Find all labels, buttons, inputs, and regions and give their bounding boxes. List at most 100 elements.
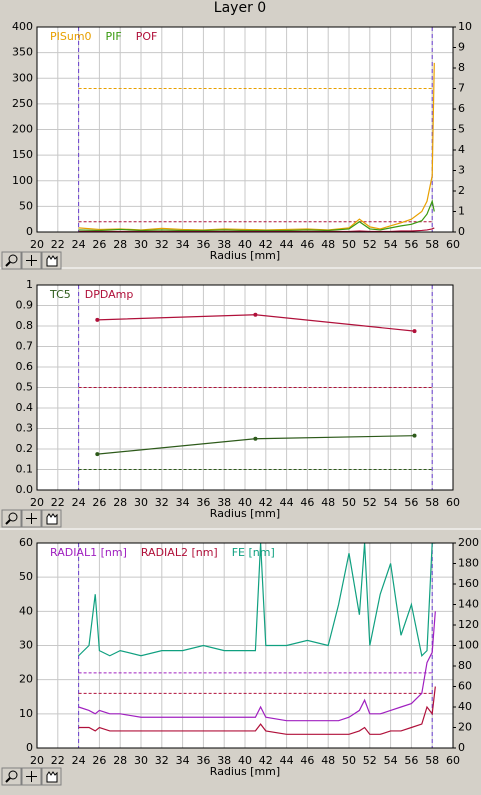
icon bbox=[46, 771, 58, 783]
x-tick-label: 44 bbox=[280, 754, 294, 767]
x-tick-label: 60 bbox=[446, 754, 460, 767]
plot-frame bbox=[36, 26, 454, 233]
x-tick-label: 56 bbox=[404, 238, 418, 251]
x-tick-label: 34 bbox=[176, 754, 190, 767]
page-title: Layer 0 bbox=[214, 0, 266, 16]
pan-cross-button[interactable] bbox=[21, 509, 42, 528]
pan-cross-button[interactable] bbox=[21, 251, 42, 270]
y-tick-label: 0.8 bbox=[16, 319, 34, 332]
zoom-button[interactable] bbox=[1, 509, 22, 528]
x-tick-label: 26 bbox=[92, 754, 106, 767]
y2-tick-label: 3 bbox=[458, 164, 465, 177]
x-tick-label: 28 bbox=[113, 238, 127, 251]
y-tick-label: 0.0 bbox=[16, 483, 34, 496]
legend-entry: FE [nm] bbox=[232, 546, 275, 559]
y-tick-label: 200 bbox=[12, 123, 33, 136]
zoom-button[interactable] bbox=[1, 767, 22, 786]
x-tick-label: 44 bbox=[280, 496, 294, 509]
point bbox=[253, 436, 258, 441]
y-tick-label: 0.5 bbox=[16, 381, 34, 394]
legend-entry: PIF bbox=[106, 30, 122, 43]
y-tick-label: 0.1 bbox=[16, 463, 34, 476]
y2-tick-label: 9 bbox=[458, 41, 465, 54]
icon bbox=[5, 777, 11, 783]
x-tick-label: 38 bbox=[217, 496, 231, 509]
legend-entry: POF bbox=[136, 30, 158, 43]
y2-tick-label: 10 bbox=[458, 20, 472, 33]
series-line bbox=[78, 543, 436, 657]
x-tick-label: 36 bbox=[196, 238, 210, 251]
x-tick-label: 58 bbox=[425, 496, 439, 509]
x-tick-label: 30 bbox=[134, 496, 148, 509]
x-tick-label: 58 bbox=[425, 238, 439, 251]
hand-button[interactable] bbox=[41, 767, 62, 786]
x-tick-label: 22 bbox=[51, 238, 65, 251]
point bbox=[95, 452, 100, 457]
x-tick-label: 36 bbox=[196, 496, 210, 509]
y2-tick-label: 120 bbox=[458, 618, 479, 631]
y-tick-label: 20 bbox=[19, 673, 33, 686]
y-tick-label: 300 bbox=[12, 71, 33, 84]
x-tick-label: 40 bbox=[238, 754, 252, 767]
x-tick-label: 48 bbox=[321, 238, 335, 251]
y2-tick-label: 0 bbox=[458, 225, 465, 238]
y-tick-label: 100 bbox=[12, 174, 33, 187]
x-axis-label: Radius [mm] bbox=[210, 507, 280, 520]
button-face bbox=[1, 509, 22, 528]
plot-frame bbox=[36, 542, 454, 749]
x-tick-label: 28 bbox=[113, 496, 127, 509]
x-tick-label: 20 bbox=[30, 754, 44, 767]
y-tick-label: 60 bbox=[19, 536, 33, 549]
y2-tick-label: 200 bbox=[458, 536, 479, 549]
x-axis-label: Radius [mm] bbox=[210, 249, 280, 262]
y2-tick-label: 7 bbox=[458, 82, 465, 95]
x-tick-label: 30 bbox=[134, 754, 148, 767]
y2-tick-label: 80 bbox=[458, 659, 472, 672]
x-tick-label: 48 bbox=[321, 496, 335, 509]
y-tick-label: 250 bbox=[12, 97, 33, 110]
y2-tick-label: 1 bbox=[458, 205, 465, 218]
x-tick-label: 42 bbox=[259, 754, 273, 767]
x-tick-label: 40 bbox=[238, 496, 252, 509]
y-tick-label: 0.9 bbox=[16, 299, 34, 312]
x-tick-label: 42 bbox=[259, 238, 273, 251]
x-tick-label: 58 bbox=[425, 754, 439, 767]
x-tick-label: 24 bbox=[72, 496, 86, 509]
y-tick-label: 50 bbox=[19, 570, 33, 583]
y-tick-label: 50 bbox=[19, 199, 33, 212]
point bbox=[412, 329, 417, 334]
icon bbox=[8, 512, 18, 522]
pan-cross-button[interactable] bbox=[21, 767, 42, 786]
x-tick-label: 26 bbox=[92, 496, 106, 509]
y-tick-label: 1 bbox=[26, 278, 33, 291]
series-group bbox=[95, 312, 417, 457]
y-tick-label: 0.7 bbox=[16, 340, 34, 353]
x-tick-label: 22 bbox=[51, 496, 65, 509]
x-tick-label: 24 bbox=[72, 238, 86, 251]
y-tick-label: 350 bbox=[12, 46, 33, 59]
x-tick-label: 54 bbox=[384, 238, 398, 251]
y-tick-label: 0 bbox=[26, 741, 33, 754]
point bbox=[412, 433, 417, 438]
y2-tick-label: 180 bbox=[458, 557, 479, 570]
y-tick-label: 10 bbox=[19, 707, 33, 720]
legend-entry: TC5 bbox=[49, 288, 71, 301]
x-tick-label: 20 bbox=[30, 238, 44, 251]
y2-tick-label: 160 bbox=[458, 577, 479, 590]
series-group bbox=[78, 62, 435, 232]
y-tick-label: 0 bbox=[26, 225, 33, 238]
hand-button[interactable] bbox=[41, 251, 62, 270]
y2-tick-label: 5 bbox=[458, 123, 465, 136]
y-tick-label: 30 bbox=[19, 639, 33, 652]
series-line bbox=[78, 227, 435, 232]
legend-entry: RADIAL2 [nm] bbox=[141, 546, 218, 559]
x-tick-label: 52 bbox=[363, 754, 377, 767]
icon bbox=[5, 261, 11, 267]
y-tick-label: 0.2 bbox=[16, 442, 34, 455]
x-tick-label: 44 bbox=[280, 238, 294, 251]
x-tick-label: 56 bbox=[404, 496, 418, 509]
x-tick-label: 34 bbox=[176, 496, 190, 509]
hand-button[interactable] bbox=[41, 509, 62, 528]
x-tick-label: 30 bbox=[134, 238, 148, 251]
zoom-button[interactable] bbox=[1, 251, 22, 270]
